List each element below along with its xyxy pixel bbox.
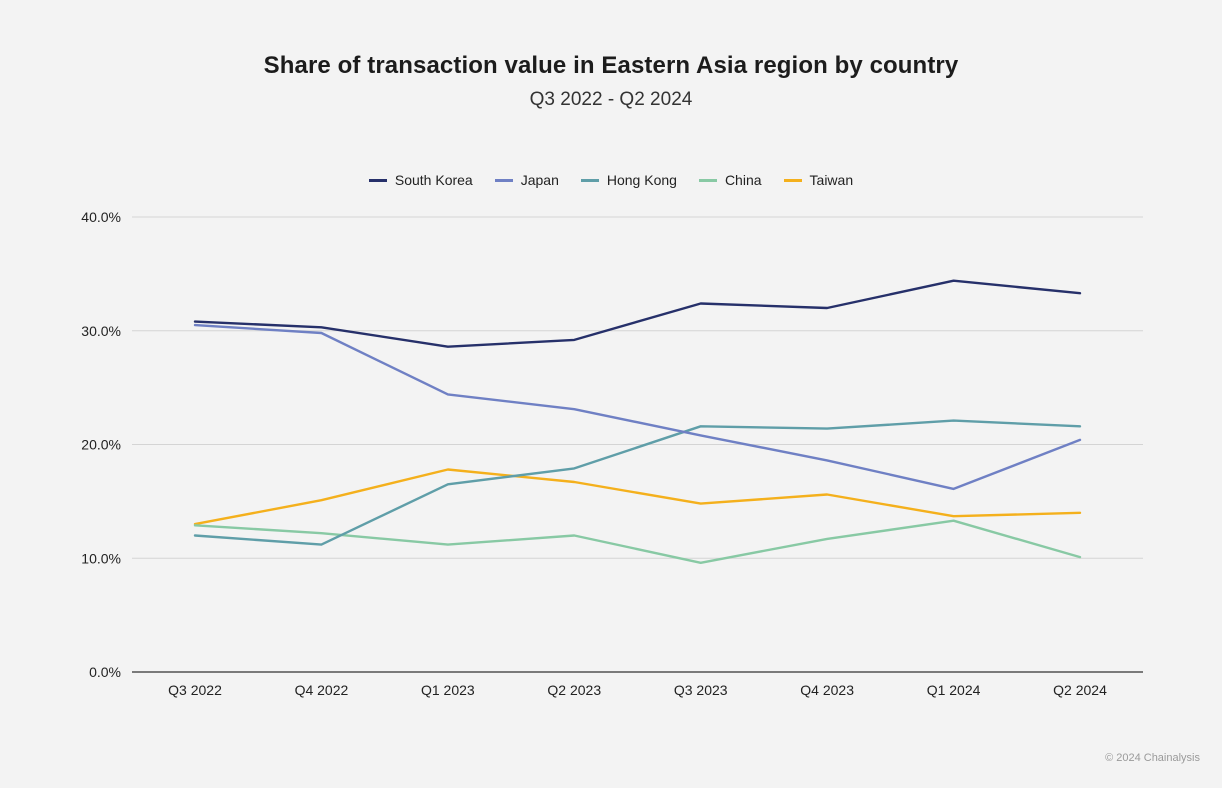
legend-item-hong-kong: Hong Kong: [580, 172, 677, 188]
series-line-hong-kong: [193, 419, 1082, 546]
chart-legend: South Korea Japan Hong Kong China Taiwan: [0, 172, 1222, 188]
legend-swatch: [368, 178, 387, 182]
legend-item-south-korea: South Korea: [368, 172, 473, 188]
legend-swatch: [783, 178, 802, 182]
x-tick-label: Q4 2023: [800, 682, 854, 698]
legend-label: South Korea: [394, 172, 473, 188]
y-tick-label: 0.0%: [89, 664, 121, 680]
legend-swatch: [698, 178, 717, 182]
series-line-south-korea: [193, 279, 1082, 348]
x-tick-label: Q2 2024: [1053, 682, 1107, 698]
copyright-notice: © 2024 Chainalysis: [1105, 752, 1200, 764]
series-line-taiwan: [193, 468, 1082, 526]
x-tick-label: Q3 2023: [674, 682, 728, 698]
legend-item-taiwan: Taiwan: [783, 172, 854, 188]
x-tick-label: Q1 2024: [927, 682, 981, 698]
y-tick-label: 40.0%: [81, 209, 121, 225]
x-tick-label: Q1 2023: [421, 682, 475, 698]
y-tick-label: 20.0%: [81, 437, 121, 453]
chart-subtitle: Q3 2022 - Q2 2024: [529, 89, 693, 110]
x-tick-label: Q2 2023: [547, 682, 601, 698]
y-tick-label: 10.0%: [81, 550, 121, 566]
y-tick-label: 30.0%: [81, 323, 121, 339]
legend-label: China: [724, 172, 762, 188]
legend-label: Hong Kong: [606, 172, 677, 188]
x-tick-label: Q3 2022: [168, 682, 222, 698]
legend-swatch: [494, 178, 513, 182]
legend-swatch: [580, 178, 599, 182]
series-line-japan: [193, 323, 1082, 491]
legend-item-china: China: [698, 172, 762, 188]
chart-title: Share of transaction value in Eastern As…: [263, 52, 959, 79]
x-tick-label: Q4 2022: [295, 682, 349, 698]
legend-label: Japan: [520, 172, 559, 188]
legend-label: Taiwan: [809, 172, 854, 188]
legend-item-japan: Japan: [494, 172, 559, 188]
